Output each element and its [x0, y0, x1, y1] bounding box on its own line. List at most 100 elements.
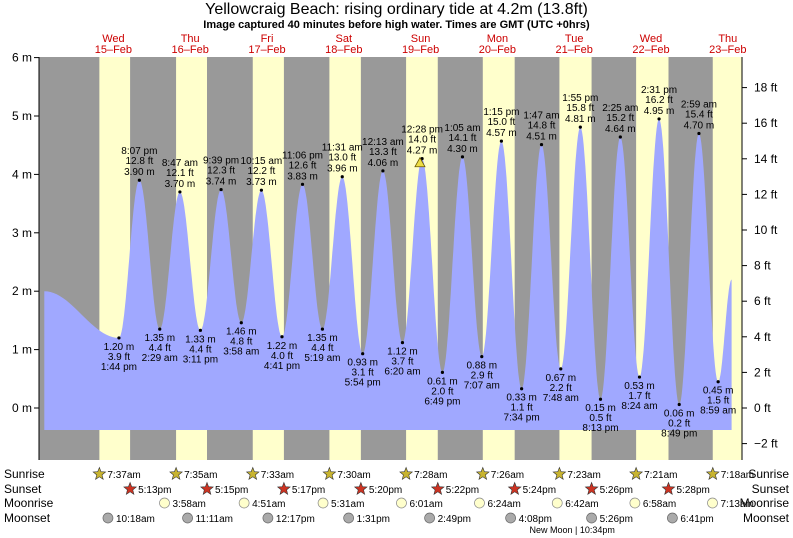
sunrise-time: 7:33am — [261, 470, 294, 481]
tide-point — [539, 143, 544, 147]
low-tide-time: 3:58 am — [223, 347, 259, 358]
low-tide-metres: 0.45 m — [703, 386, 734, 397]
low-tide-feet: 4.4 ft — [189, 344, 211, 355]
star-marker — [276, 481, 291, 495]
high-tide-time: 10:15 am — [241, 156, 283, 167]
tide-point — [480, 355, 484, 359]
moonset-time: 4:08pm — [519, 514, 552, 525]
day-weekday-label: Thu — [181, 33, 200, 45]
low-tide-metres: 1.20 m — [104, 342, 135, 353]
tide-point — [697, 131, 701, 136]
tide-point — [320, 327, 325, 331]
row-label-right: Moonrise — [740, 496, 790, 510]
day-weekday-label: Wed — [102, 33, 124, 45]
low-tide-time: 2:29 am — [142, 353, 178, 364]
moonrise-marker — [707, 497, 718, 509]
low-tide-time: 3:11 pm — [183, 354, 218, 365]
moonrise-marker — [238, 497, 250, 509]
day-date-label: 17–Feb — [248, 44, 285, 56]
day-weekday-label: Mon — [487, 33, 508, 45]
low-tide-time: 7:34 pm — [504, 413, 540, 424]
left-axis-label: 1 m — [12, 343, 32, 357]
row-label-right: Moonset — [743, 511, 790, 525]
star-marker — [200, 481, 214, 495]
high-tide-metres: 3.70 m — [165, 179, 196, 190]
moonrise-marker — [474, 497, 485, 509]
moonrise-marker — [317, 497, 329, 509]
tide-point — [637, 375, 642, 379]
star-marker — [475, 466, 490, 480]
row-label-left: Moonset — [4, 511, 51, 525]
low-tide-feet: 3.7 ft — [391, 357, 413, 368]
sunset-time: 5:15pm — [215, 485, 248, 496]
tide-point — [520, 387, 524, 391]
row-label-right: Sunrise — [748, 467, 789, 481]
moonrise-time: 7:13am — [720, 499, 753, 510]
high-tide-time: 12:28 pm — [401, 125, 443, 136]
right-axis-label: 18 ft — [754, 81, 778, 95]
tide-point — [361, 352, 365, 356]
tide-point — [400, 340, 405, 345]
low-tide-feet: 0.5 ft — [589, 413, 611, 424]
moonrise-time: 5:31am — [331, 499, 364, 510]
sunset-time: 5:28pm — [676, 485, 709, 496]
star-marker — [661, 481, 676, 495]
high-tide-feet: 15.8 ft — [566, 103, 594, 114]
low-tide-metres: 1.35 m — [307, 333, 338, 344]
right-axis-label: 4 ft — [754, 330, 771, 344]
tide-point — [219, 187, 223, 192]
high-tide-feet: 15.4 ft — [685, 110, 713, 121]
low-tide-feet: 4.4 ft — [149, 343, 171, 354]
row-label-left: Sunset — [4, 482, 42, 496]
high-tide-metres: 4.57 m — [486, 128, 517, 139]
high-tide-feet: 13.3 ft — [369, 147, 397, 158]
high-tide-feet: 12.3 ft — [207, 166, 235, 177]
moonset-marker — [586, 512, 597, 524]
low-tide-metres: 0.88 m — [466, 361, 497, 372]
low-tide-time: 8:24 am — [621, 401, 657, 412]
high-tide-metres: 4.30 m — [447, 144, 478, 155]
right-axis-label: 6 ft — [754, 294, 771, 308]
low-tide-time: 6:49 pm — [424, 396, 460, 407]
high-tide-metres: 4.81 m — [565, 114, 596, 125]
high-tide-time: 1:47 am — [523, 111, 559, 122]
low-tide-time: 6:20 am — [384, 367, 420, 378]
high-tide-feet: 15.2 ft — [606, 113, 634, 124]
day-date-label: 18–Feb — [325, 44, 362, 56]
high-tide-time: 8:07 pm — [121, 146, 157, 157]
high-tide-time: 9:39 pm — [203, 156, 239, 167]
day-weekday-label: Tue — [565, 33, 584, 45]
high-tide-time: 12:13 am — [362, 137, 404, 148]
day-weekday-label: Sat — [336, 33, 353, 45]
tide-point — [158, 327, 162, 331]
low-tide-time: 7:48 am — [543, 393, 579, 404]
row-label-left: Sunrise — [4, 467, 45, 481]
new-moon-label: New Moon | 10:34pm — [530, 525, 615, 535]
star-marker — [123, 481, 138, 495]
low-tide-feet: 2.2 ft — [550, 383, 572, 394]
moonset-marker — [182, 512, 193, 524]
low-tide-metres: 1.46 m — [226, 327, 257, 338]
high-tide-metres: 3.73 m — [246, 177, 277, 188]
sunset-time: 5:17pm — [292, 485, 325, 496]
axes: 0 m 1 m 2 m 3 m 4 m 5 m 6 m −2 ft 0 ft 2 ft 4 ft 6 … — [12, 51, 778, 460]
high-tide-metres: 4.06 m — [368, 158, 399, 169]
high-tide-metres: 3.96 m — [327, 164, 358, 175]
high-tide-feet: 15.0 ft — [487, 117, 515, 128]
right-axis-label: 2 ft — [754, 365, 771, 379]
high-tide-time: 1:15 pm — [483, 107, 519, 118]
high-tide-metres: 4.64 m — [605, 124, 636, 135]
low-tide-time: 5:19 am — [304, 353, 340, 364]
low-tide-feet: 4.4 ft — [311, 343, 333, 354]
low-tide-metres: 1.35 m — [144, 333, 175, 344]
moonset-time: 5:26pm — [600, 514, 633, 525]
left-axis-label: 3 m — [12, 226, 32, 240]
high-tide-time: 2:59 am — [681, 100, 717, 111]
tide-point — [598, 397, 603, 401]
low-tide-feet: 2.0 ft — [431, 386, 453, 397]
right-axis-label: 14 ft — [754, 152, 778, 166]
left-axis-label: 0 m — [12, 401, 32, 415]
day-weekday-label: Fri — [261, 33, 274, 45]
low-tide-time: 8:49 pm — [661, 428, 697, 439]
star-marker — [552, 466, 567, 480]
